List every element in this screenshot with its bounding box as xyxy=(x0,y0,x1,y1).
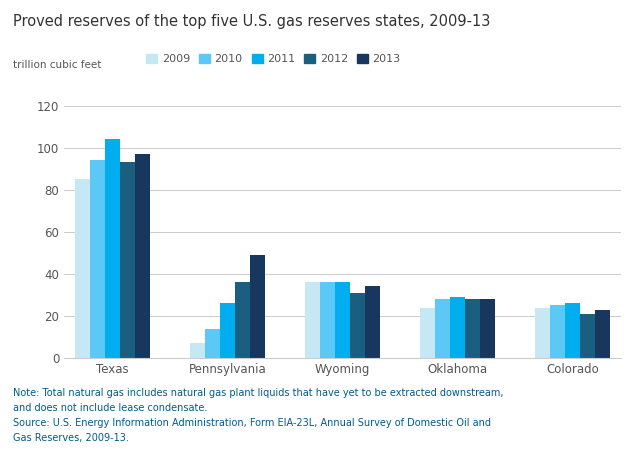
Text: trillion cubic feet: trillion cubic feet xyxy=(13,60,101,70)
Bar xyxy=(135,154,150,358)
Bar xyxy=(205,329,220,358)
Bar xyxy=(75,179,90,358)
Bar xyxy=(595,310,610,358)
Text: Note: Total natural gas includes natural gas plant liquids that have yet to be e: Note: Total natural gas includes natural… xyxy=(13,388,503,398)
Bar xyxy=(450,297,465,358)
Bar xyxy=(220,303,235,358)
Bar xyxy=(435,299,450,358)
Bar xyxy=(105,139,120,358)
Text: Gas Reserves, 2009-13.: Gas Reserves, 2009-13. xyxy=(13,433,129,443)
Bar xyxy=(465,299,480,358)
Bar xyxy=(305,282,320,358)
Bar xyxy=(565,303,580,358)
Text: Source: U.S. Energy Information Administration, Form EIA-23L, Annual Survey of D: Source: U.S. Energy Information Administ… xyxy=(13,418,491,428)
Text: Proved reserves of the top five U.S. gas reserves states, 2009-13: Proved reserves of the top five U.S. gas… xyxy=(13,14,490,29)
Bar xyxy=(365,286,380,358)
Bar xyxy=(250,255,265,358)
Bar xyxy=(120,162,135,358)
Bar xyxy=(480,299,495,358)
Legend: 2009, 2010, 2011, 2012, 2013: 2009, 2010, 2011, 2012, 2013 xyxy=(147,54,401,64)
Bar xyxy=(190,343,205,358)
Bar xyxy=(350,293,365,358)
Bar xyxy=(535,308,550,358)
Bar xyxy=(320,282,335,358)
Bar xyxy=(580,314,595,358)
Bar xyxy=(90,160,105,358)
Bar xyxy=(550,305,565,358)
Bar xyxy=(235,282,250,358)
Text: and does not include lease condensate.: and does not include lease condensate. xyxy=(13,403,207,413)
Bar xyxy=(335,282,350,358)
Bar xyxy=(420,308,435,358)
